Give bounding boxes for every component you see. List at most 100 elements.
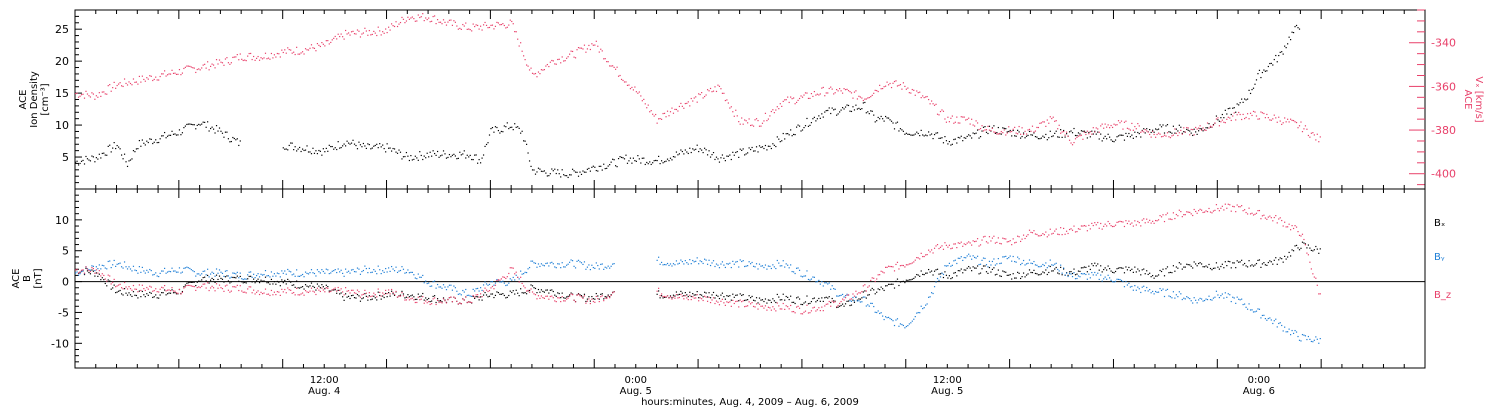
data-point [717, 264, 719, 266]
data-point [886, 81, 888, 83]
data-point [1077, 135, 1080, 137]
data-point [1218, 296, 1220, 299]
data-point [138, 266, 140, 268]
data-point [545, 295, 547, 297]
data-point [686, 102, 688, 105]
data-point [776, 259, 778, 262]
data-point [1022, 272, 1025, 274]
data-point [1082, 273, 1084, 275]
data-point [1092, 133, 1094, 135]
data-point [1141, 269, 1143, 271]
data-point [235, 139, 237, 141]
data-point [450, 296, 452, 298]
data-point [861, 97, 863, 99]
data-point [404, 299, 406, 301]
data-point [502, 293, 504, 295]
data-point [512, 267, 514, 269]
data-point [816, 118, 818, 120]
data-point [763, 120, 765, 122]
data-point [686, 297, 688, 299]
data-point [448, 153, 451, 156]
data-point [592, 298, 594, 300]
data-point [420, 298, 422, 300]
data-point [742, 300, 744, 302]
data-point [965, 269, 967, 271]
data-point [1301, 233, 1304, 235]
data-point [491, 293, 494, 295]
data-point [772, 264, 774, 266]
data-point [141, 139, 143, 141]
data-point [1160, 136, 1163, 138]
data-point [1036, 233, 1038, 236]
data-point [1205, 129, 1207, 132]
data-point [579, 261, 581, 263]
data-point [898, 84, 900, 87]
data-point [839, 302, 841, 305]
data-point [174, 270, 176, 272]
data-point [681, 292, 683, 294]
data-point [146, 140, 148, 142]
data-point [94, 275, 96, 277]
data-point [172, 292, 175, 294]
data-point [444, 299, 446, 301]
data-point [844, 297, 847, 299]
data-point [942, 276, 945, 279]
data-point [1051, 135, 1053, 138]
data-point [803, 311, 805, 313]
data-point [155, 76, 157, 78]
data-point [521, 130, 523, 132]
data-point [600, 296, 602, 298]
data-point [1162, 124, 1164, 126]
data-point [1034, 233, 1037, 235]
data-point [775, 310, 777, 312]
data-point [1135, 289, 1137, 291]
data-point [1202, 127, 1204, 129]
data-point [1166, 266, 1169, 268]
data-point [1103, 225, 1105, 227]
data-point [183, 286, 185, 288]
data-point [205, 67, 207, 69]
data-point [315, 150, 317, 152]
data-point [778, 296, 780, 298]
data-point [650, 163, 652, 166]
data-point [966, 242, 968, 244]
data-point [322, 286, 324, 288]
data-point [776, 293, 778, 296]
data-point [758, 297, 761, 299]
data-point [1006, 131, 1008, 133]
data-point [477, 162, 479, 164]
data-point [1180, 210, 1182, 213]
data-point [843, 88, 845, 90]
data-point [95, 157, 97, 159]
data-point [990, 264, 992, 266]
data-point [92, 267, 95, 270]
data-point [812, 118, 814, 120]
data-point [468, 156, 470, 158]
data-point [347, 142, 350, 144]
data-point [914, 316, 916, 318]
data-point [813, 297, 815, 299]
data-point [1106, 278, 1108, 280]
data-point [925, 96, 927, 98]
data-point [1028, 259, 1031, 261]
data-point [202, 64, 204, 66]
legend-entry: B_z [1434, 290, 1451, 301]
data-point [79, 95, 81, 97]
data-point [1183, 297, 1185, 299]
data-point [447, 156, 449, 159]
data-point [1094, 262, 1096, 264]
data-point [671, 107, 673, 109]
data-point [895, 80, 897, 82]
data-point [414, 298, 416, 301]
data-point [598, 165, 600, 167]
data-point [257, 278, 259, 280]
data-point [996, 273, 998, 275]
data-point [1070, 273, 1072, 275]
data-point [745, 120, 747, 122]
data-point [1242, 101, 1244, 103]
data-point [140, 145, 142, 147]
data-point [1294, 329, 1296, 332]
data-point [806, 304, 808, 306]
data-point [886, 285, 888, 287]
data-point [284, 270, 286, 272]
